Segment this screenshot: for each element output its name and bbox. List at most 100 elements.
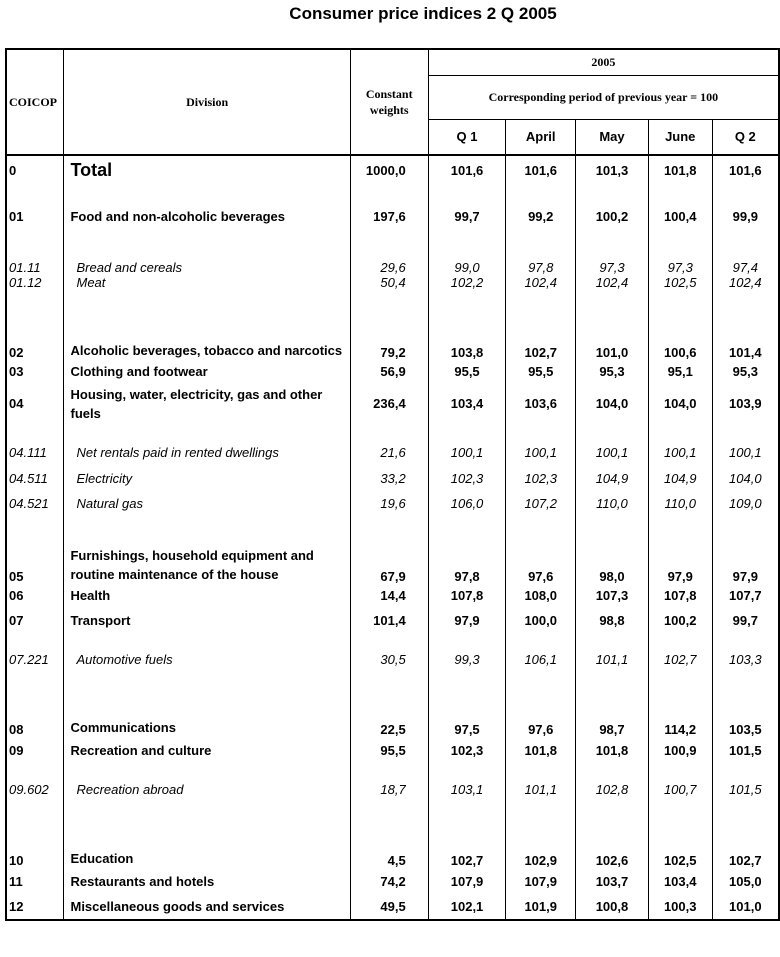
row-weight: 29,6	[350, 247, 429, 275]
row-value: 101,6	[428, 155, 507, 185]
row-code: 01.11	[5, 247, 65, 275]
table-body: 0 Total 1000,0 101,6 101,6 101,3 101,8 101,6 01 F…	[5, 155, 780, 921]
row-value: 95,5	[428, 360, 507, 383]
cpi-table: COICOP Division Constant weights 2005 Co…	[5, 48, 780, 921]
row-weight: 1000,0	[350, 155, 429, 185]
row-value: 100,1	[575, 424, 649, 460]
row-value: 103,1	[428, 763, 507, 816]
header-weights: Constant weights	[350, 48, 429, 156]
row-value: 104,0	[575, 383, 649, 424]
row-code: 11	[5, 868, 65, 894]
row-weight: 56,9	[350, 360, 429, 383]
row-value: 101,0	[712, 894, 780, 921]
row-weight: 101,4	[350, 607, 429, 633]
row-value: 104,9	[648, 460, 713, 486]
row-value: 107,8	[428, 584, 507, 607]
row-value: 97,6	[505, 685, 577, 737]
row-value: 99,7	[712, 607, 780, 633]
row-value: 97,5	[428, 685, 507, 737]
row-value: 103,9	[712, 383, 780, 424]
table-row: 05 Furnishings, household equipment and r…	[5, 511, 780, 584]
row-division: Clothing and footwear	[63, 360, 351, 383]
row-value: 100,0	[505, 607, 577, 633]
row-value: 101,8	[575, 737, 649, 763]
row-division: Recreation and culture	[63, 737, 351, 763]
row-value: 104,0	[648, 383, 713, 424]
row-division: Natural gas	[63, 486, 351, 511]
row-division: Education	[63, 816, 351, 868]
row-value: 109,0	[712, 486, 780, 511]
header-base: Corresponding period of previous year = …	[428, 75, 780, 120]
row-division: Food and non-alcoholic beverages	[63, 185, 351, 247]
row-value: 100,2	[575, 185, 649, 247]
header-june: June	[648, 119, 713, 156]
row-weight: 33,2	[350, 460, 429, 486]
table-row: 02 Alcoholic beverages, tobacco and narco…	[5, 297, 780, 360]
row-value: 99,9	[712, 185, 780, 247]
row-value: 103,6	[505, 383, 577, 424]
row-weight: 236,4	[350, 383, 429, 424]
row-weight: 197,6	[350, 185, 429, 247]
row-division: Bread and cereals	[63, 247, 351, 275]
row-value: 100,2	[648, 607, 713, 633]
row-value: 97,9	[428, 607, 507, 633]
row-value: 110,0	[648, 486, 713, 511]
row-value: 102,7	[505, 297, 577, 360]
row-value: 114,2	[648, 685, 713, 737]
row-value: 97,6	[505, 511, 577, 584]
row-value: 104,9	[575, 460, 649, 486]
row-value: 98,7	[575, 685, 649, 737]
row-value: 102,3	[428, 460, 507, 486]
row-code: 0	[5, 155, 65, 185]
row-code: 01.12	[5, 275, 65, 297]
table-row: 03 Clothing and footwear 56,9 95,5 95,5 95,3 9…	[5, 360, 780, 383]
row-value: 98,0	[575, 511, 649, 584]
row-code: 04	[5, 383, 65, 424]
row-code: 03	[5, 360, 65, 383]
row-value: 102,3	[505, 460, 577, 486]
row-value: 107,9	[428, 868, 507, 894]
row-value: 97,9	[712, 511, 780, 584]
table-row: 11 Restaurants and hotels 74,2 107,9 107,9 10…	[5, 868, 780, 894]
row-division: Communications	[63, 685, 351, 737]
row-value: 101,9	[505, 894, 577, 921]
row-division: Meat	[63, 275, 351, 297]
row-value: 106,1	[505, 633, 577, 685]
row-weight: 79,2	[350, 297, 429, 360]
row-division: Recreation abroad	[63, 763, 351, 816]
row-value: 103,8	[428, 297, 507, 360]
table-row: 07 Transport 101,4 97,9 100,0 98,8 100,2 99,7	[5, 607, 780, 633]
row-value: 95,5	[505, 360, 577, 383]
row-value: 95,1	[648, 360, 713, 383]
row-value: 97,9	[648, 511, 713, 584]
row-weight: 74,2	[350, 868, 429, 894]
row-code: 04.511	[5, 460, 65, 486]
table-row: 04 Housing, water, electricity, gas and o…	[5, 383, 780, 424]
row-weight: 22,5	[350, 685, 429, 737]
row-value: 95,3	[575, 360, 649, 383]
table-row: 09.602 Recreation abroad 18,7 103,1 101,1 102…	[5, 763, 780, 816]
row-value: 100,7	[648, 763, 713, 816]
row-division: Restaurants and hotels	[63, 868, 351, 894]
row-value: 103,4	[648, 868, 713, 894]
row-value: 103,5	[712, 685, 780, 737]
row-value: 104,0	[712, 460, 780, 486]
row-value: 103,7	[575, 868, 649, 894]
table-row: 04.511 Electricity 33,2 102,3 102,3 104,9 104,…	[5, 460, 780, 486]
row-value: 101,0	[575, 297, 649, 360]
row-value: 100,6	[648, 297, 713, 360]
row-weight: 14,4	[350, 584, 429, 607]
row-value: 108,0	[505, 584, 577, 607]
row-code: 09.602	[5, 763, 65, 816]
row-value: 95,3	[712, 360, 780, 383]
row-value: 102,9	[505, 816, 577, 868]
row-division: Furnishings, household equipment and rou…	[63, 511, 351, 584]
table-row: 12 Miscellaneous goods and services 49,5 10…	[5, 894, 780, 921]
row-value: 97,8	[505, 247, 577, 275]
row-value: 102,4	[505, 275, 577, 297]
row-value: 102,5	[648, 275, 713, 297]
row-division: Automotive fuels	[63, 633, 351, 685]
row-value: 101,8	[648, 155, 713, 185]
row-weight: 21,6	[350, 424, 429, 460]
row-weight: 4,5	[350, 816, 429, 868]
